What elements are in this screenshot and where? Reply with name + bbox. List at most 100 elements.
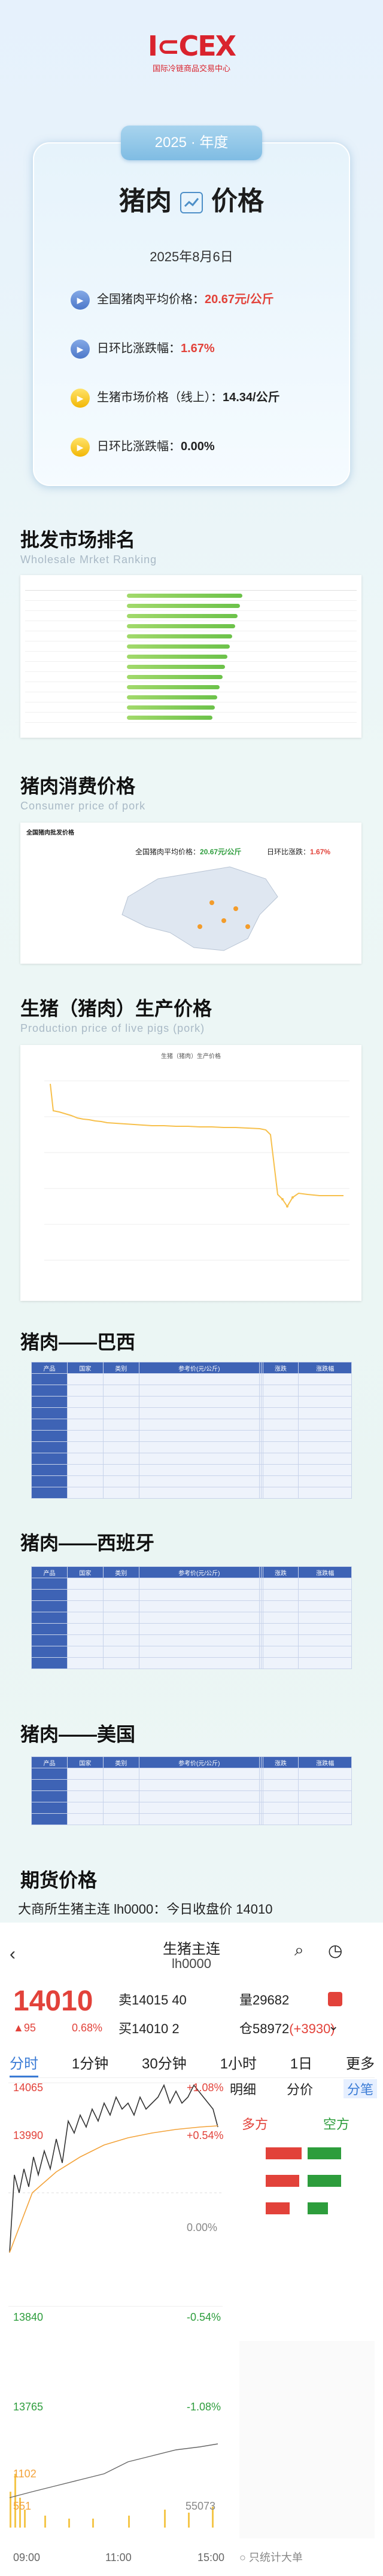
expand-icon[interactable]: ⌄ [328, 2018, 339, 2033]
table-cell [298, 1790, 352, 1802]
table-cell [259, 1657, 262, 1669]
table-header-cell: 类别 [102, 1362, 139, 1374]
brazil-price-table: 产品 国家 类别 参考价(元/公斤) 涨跌 涨跌幅 [31, 1362, 352, 1499]
table-cell [262, 1373, 299, 1385]
table-cell [298, 1396, 352, 1408]
table-cell [138, 1430, 260, 1442]
table-row [31, 1779, 352, 1791]
table-cell [102, 1768, 139, 1780]
table-cell [138, 1623, 260, 1635]
table-row [31, 1430, 352, 1442]
table-cell [31, 1589, 68, 1601]
detail-tab-0[interactable]: 明细 [230, 2082, 257, 2097]
section-title-spain: 猪肉——西班牙 [20, 1532, 155, 1554]
table-cell [66, 1657, 104, 1669]
table-cell [102, 1396, 139, 1408]
table-cell [138, 1657, 260, 1669]
ranking-row [25, 631, 357, 641]
table-row [31, 1396, 352, 1408]
table-cell [138, 1802, 260, 1814]
alert-icon[interactable] [328, 1992, 342, 2006]
title-left: 猪肉 [119, 187, 172, 216]
table-cell [138, 1464, 260, 1476]
price-summary-card [33, 142, 350, 486]
title-right: 价格 [211, 187, 264, 216]
table-cell [298, 1487, 352, 1499]
tab-4[interactable]: 1日 [290, 2056, 313, 2072]
table-row [31, 1790, 352, 1802]
volume: 量29682 [239, 1993, 290, 2007]
table-cell [138, 1407, 260, 1419]
chevron-right-icon: ▶ [71, 437, 90, 457]
tab-1[interactable]: 1分钟 [71, 2056, 109, 2072]
summary-row-live-change: ▶ 日环比涨跌幅：0.00% [71, 436, 215, 457]
table-header-cell: 参考价(元/公斤) [138, 1756, 260, 1768]
wholesale-ranking-panel [20, 575, 361, 738]
table-cell [262, 1768, 299, 1780]
table-row [31, 1612, 352, 1624]
table-header-cell: 国家 [66, 1756, 104, 1768]
table-cell [66, 1441, 104, 1453]
table-header-cell: 涨跌幅 [298, 1756, 352, 1768]
table-cell [262, 1779, 299, 1791]
table-cell [262, 1464, 299, 1476]
detail-tab-2[interactable]: 分笔 [343, 2079, 377, 2098]
table-cell [102, 1657, 139, 1669]
table-cell [102, 1600, 139, 1612]
section-en-consumer: Consumer price of pork [20, 800, 146, 812]
ranking-bar [127, 593, 243, 598]
table-cell [31, 1487, 68, 1499]
table-cell [298, 1578, 352, 1590]
table-cell [298, 1407, 352, 1419]
ranking-bar [127, 695, 218, 699]
trend-chart-icon [180, 192, 203, 214]
tab-0[interactable]: 分时 [10, 2052, 38, 2077]
order-stats [239, 2341, 375, 2538]
table-cell [298, 1802, 352, 1814]
tab-3[interactable]: 1小时 [220, 2056, 257, 2072]
table-header-cell: 涨跌幅 [298, 1362, 352, 1374]
table-cell [31, 1623, 68, 1635]
back-icon[interactable]: ‹ [10, 1944, 16, 1964]
map-markers [197, 900, 250, 929]
table-cell [262, 1453, 299, 1465]
sell-side-label: 空方 [323, 2117, 350, 2132]
section-en-production: Production price of live pigs (pork) [20, 1022, 205, 1034]
consumer-panel-title: 全国猪肉批发价格 [26, 830, 74, 836]
table-cell [298, 1768, 352, 1780]
clock-icon[interactable]: ◷ [328, 1941, 343, 1960]
table-cell [138, 1475, 260, 1487]
buy-side-label: 多方 [242, 2117, 269, 2132]
table-cell [262, 1612, 299, 1624]
tab-2[interactable]: 30分钟 [142, 2056, 187, 2072]
table-cell [31, 1600, 68, 1612]
table-cell [262, 1802, 299, 1814]
table-cell [138, 1646, 260, 1658]
tab-5[interactable]: 更多 [346, 2056, 375, 2072]
logo-mark: I⊂CEX [147, 30, 236, 62]
table-row [31, 1600, 352, 1612]
ranking-row [25, 702, 357, 713]
table-cell [66, 1612, 104, 1624]
table-cell [31, 1475, 68, 1487]
table-cell [298, 1657, 352, 1669]
table-cell [66, 1419, 104, 1431]
section-title-usa: 猪肉——美国 [20, 1724, 136, 1745]
large-order-checkbox[interactable]: ○ 只统计大单 [239, 2551, 303, 2563]
table-header-cell: 涨跌 [262, 1756, 299, 1768]
table-cell [262, 1600, 299, 1612]
table-row [31, 1813, 352, 1825]
table-row [31, 1475, 352, 1487]
detail-tab-1[interactable]: 分价 [286, 2082, 313, 2097]
card-date: 2025年8月6日 [150, 249, 233, 264]
vol-label-top: 1102 [13, 2468, 37, 2480]
table-cell [66, 1779, 104, 1791]
table-cell [138, 1441, 260, 1453]
table-cell [298, 1464, 352, 1476]
table-cell [138, 1813, 260, 1825]
table-cell [298, 1612, 352, 1624]
ranking-bar [127, 644, 230, 649]
search-icon[interactable]: ⌕ [294, 1941, 304, 1959]
table-cell [31, 1790, 68, 1802]
table-row [31, 1634, 352, 1646]
